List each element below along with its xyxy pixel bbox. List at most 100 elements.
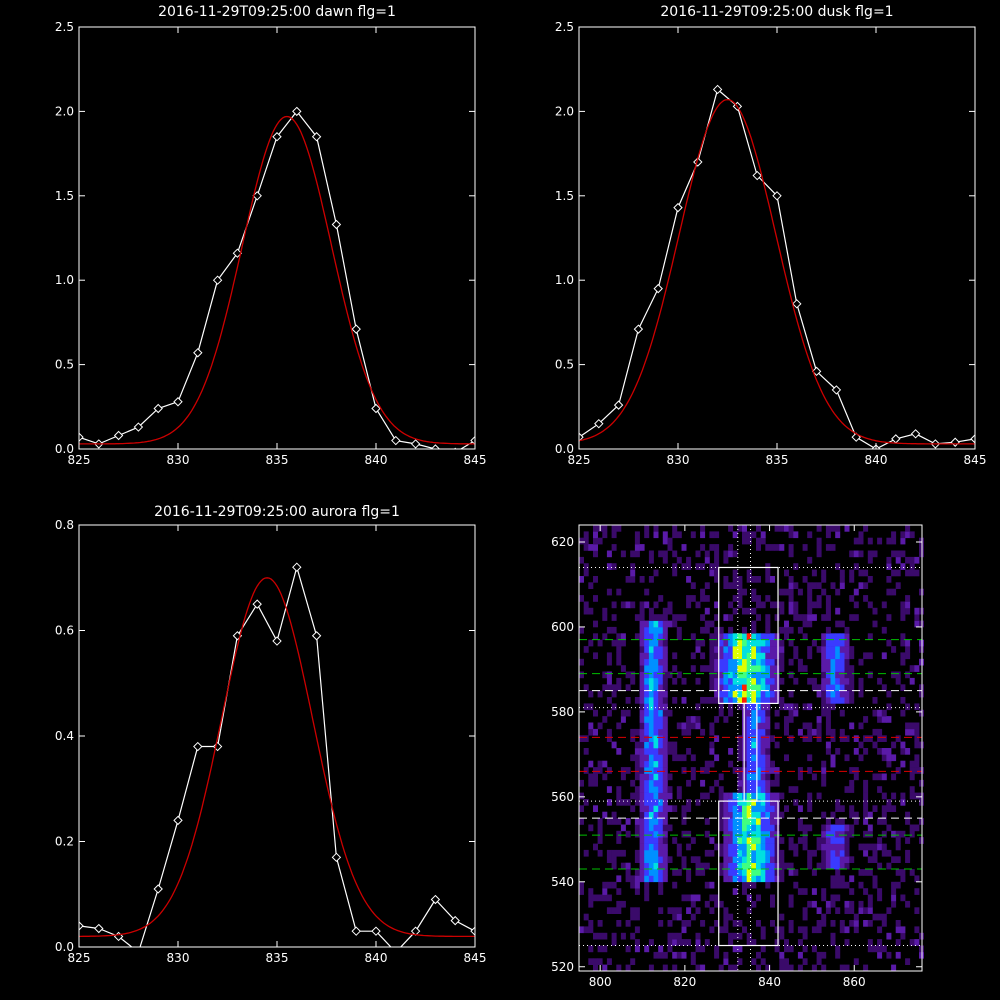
heatmap-cell <box>728 614 734 621</box>
data-point <box>232 248 243 258</box>
heatmap-cell <box>765 818 771 825</box>
heatmap-cell <box>802 888 808 895</box>
heatmap-cell <box>872 881 878 889</box>
heatmap-cell <box>830 856 836 863</box>
heatmap-cell <box>770 799 775 806</box>
heatmap-cell <box>825 837 831 844</box>
heatmap-cell <box>737 799 743 806</box>
heatmap-cell <box>648 767 654 774</box>
heatmap-cell <box>858 582 864 589</box>
heatmap-cell <box>849 690 855 698</box>
heatmap-cell <box>811 849 817 857</box>
heatmap-cell <box>756 652 761 660</box>
data-point <box>94 923 104 934</box>
heatmap-cell <box>849 722 855 730</box>
heatmap-cell <box>639 862 645 870</box>
heatmap-cell <box>695 722 701 730</box>
heatmap-cell <box>602 525 608 532</box>
heatmap-cell <box>867 830 873 838</box>
heatmap-cell <box>863 716 869 723</box>
heatmap-cell <box>881 792 887 800</box>
heatmap-cell <box>653 677 659 685</box>
heatmap-cell <box>844 697 850 704</box>
heatmap-cell <box>825 709 831 717</box>
heatmap-cell <box>611 939 617 946</box>
heatmap-cell <box>844 652 850 660</box>
heatmap-cell <box>914 722 920 730</box>
data-point <box>134 948 142 956</box>
heatmap-cell <box>746 716 752 723</box>
heatmap-cell <box>625 601 631 609</box>
heatmap-cell <box>732 658 738 666</box>
data-line <box>79 110 475 449</box>
heatmap-cell <box>825 646 831 653</box>
heatmap-cell <box>723 951 729 959</box>
heatmap-cell <box>658 888 664 895</box>
heatmap-cell <box>770 862 775 870</box>
heatmap-cell <box>620 716 626 723</box>
heatmap-cell <box>909 792 915 800</box>
heatmap-cell <box>788 843 794 851</box>
heatmap-cell <box>606 786 612 793</box>
heatmap-cell <box>658 799 664 806</box>
heatmap-cell <box>672 665 678 672</box>
heatmap-cell <box>602 964 608 972</box>
heatmap-cell <box>839 818 845 825</box>
heatmap-cell <box>737 684 743 691</box>
heatmap-cell <box>634 531 640 539</box>
heatmap-cell <box>756 951 761 959</box>
heatmap-cell <box>863 888 869 895</box>
heatmap-cell <box>830 665 836 672</box>
y-tick-label: 580 <box>551 705 574 719</box>
heatmap-cell <box>746 748 752 755</box>
heatmap-cell <box>648 773 654 781</box>
data-point <box>79 921 84 931</box>
heatmap-cell <box>765 779 771 787</box>
heatmap-cell <box>891 773 897 781</box>
heatmap-cell <box>751 652 757 660</box>
heatmap-cell <box>760 875 766 883</box>
heatmap-cell <box>723 614 729 621</box>
heatmap-cell <box>839 677 845 685</box>
heatmap-cell <box>583 531 589 539</box>
heatmap-cell <box>844 862 850 870</box>
heatmap-cell <box>895 920 901 927</box>
heatmap-cell <box>765 728 771 736</box>
heatmap-cell <box>788 716 794 723</box>
heatmap-cell <box>774 658 780 666</box>
heatmap-cell <box>746 818 752 825</box>
heatmap-cell <box>830 525 836 532</box>
heatmap-cell <box>728 824 734 832</box>
heatmap-cell <box>662 722 668 730</box>
heatmap-cell <box>760 690 766 698</box>
heatmap-cell <box>606 626 612 634</box>
heatmap-cell <box>728 582 734 589</box>
heatmap-cell <box>704 767 710 774</box>
heatmap-cell <box>653 728 659 736</box>
heatmap-cell <box>751 620 757 628</box>
heatmap-cell <box>672 677 678 685</box>
heatmap-cell <box>606 767 612 774</box>
heatmap-cell <box>686 830 692 838</box>
heatmap-cell <box>853 920 859 927</box>
heatmap-cell <box>821 964 827 972</box>
heatmap-cell <box>588 690 594 698</box>
heatmap-cell <box>881 626 887 634</box>
heatmap-cell <box>732 792 738 800</box>
heatmap-cell <box>648 862 654 870</box>
heatmap-cell <box>844 684 850 691</box>
heatmap-cell <box>895 671 901 679</box>
heatmap-cell <box>644 830 650 838</box>
heatmap-cell <box>597 760 603 768</box>
heatmap-cell <box>844 658 850 666</box>
heatmap-cell <box>760 709 766 717</box>
heatmap-cell <box>746 576 752 583</box>
heatmap-cell <box>756 830 761 838</box>
heatmap-cell <box>760 958 766 965</box>
heatmap-cell <box>765 748 771 755</box>
heatmap-cell <box>825 544 831 551</box>
heatmap-cell <box>844 939 850 946</box>
heatmap-cell <box>672 951 678 959</box>
heatmap-cell <box>648 677 654 685</box>
heatmap-cell <box>634 875 640 883</box>
